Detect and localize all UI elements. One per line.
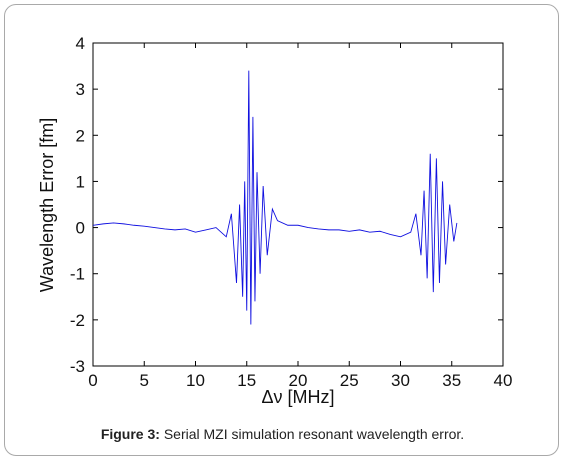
y-tick-label: -3 xyxy=(70,357,85,376)
y-tick-label: 3 xyxy=(76,80,85,99)
y-tick-label: 1 xyxy=(76,172,85,191)
x-axis-ticks: 0 5 10 15 20 25 30 35 40 xyxy=(88,43,512,390)
y-axis-title: Wavelength Error [fm] xyxy=(37,118,57,292)
x-tick-label: 35 xyxy=(442,371,461,390)
y-tick-label: 0 xyxy=(76,219,85,238)
y-tick-label: 2 xyxy=(76,126,85,145)
caption-label: Figure 3: xyxy=(100,426,160,442)
figure-caption: Figure 3: Serial MZI simulation resonant… xyxy=(0,426,565,442)
x-tick-label: 20 xyxy=(289,371,308,390)
caption-text: Serial MZI simulation resonant wavelengt… xyxy=(159,426,465,442)
x-tick-label: 30 xyxy=(391,371,410,390)
x-tick-label: 10 xyxy=(186,371,205,390)
plot-area xyxy=(92,42,504,367)
y-tick-label: -1 xyxy=(70,265,85,284)
x-axis-title: Δν [MHz] xyxy=(261,387,334,407)
y-axis-ticks: -3 -2 -1 0 1 2 3 4 xyxy=(70,34,503,376)
y-tick-label: 4 xyxy=(76,34,85,53)
x-tick-label: 0 xyxy=(88,371,97,390)
line-chart: 0 5 10 15 20 25 30 35 40 -3 -2 -1 0 1 2 3 4 Δν [MHz] Wa… xyxy=(37,34,512,407)
x-tick-label: 5 xyxy=(140,371,149,390)
x-tick-label: 25 xyxy=(340,371,359,390)
series-line xyxy=(92,70,458,325)
x-tick-label: 15 xyxy=(237,371,256,390)
x-tick-label: 40 xyxy=(494,371,513,390)
y-tick-label: -2 xyxy=(70,311,85,330)
